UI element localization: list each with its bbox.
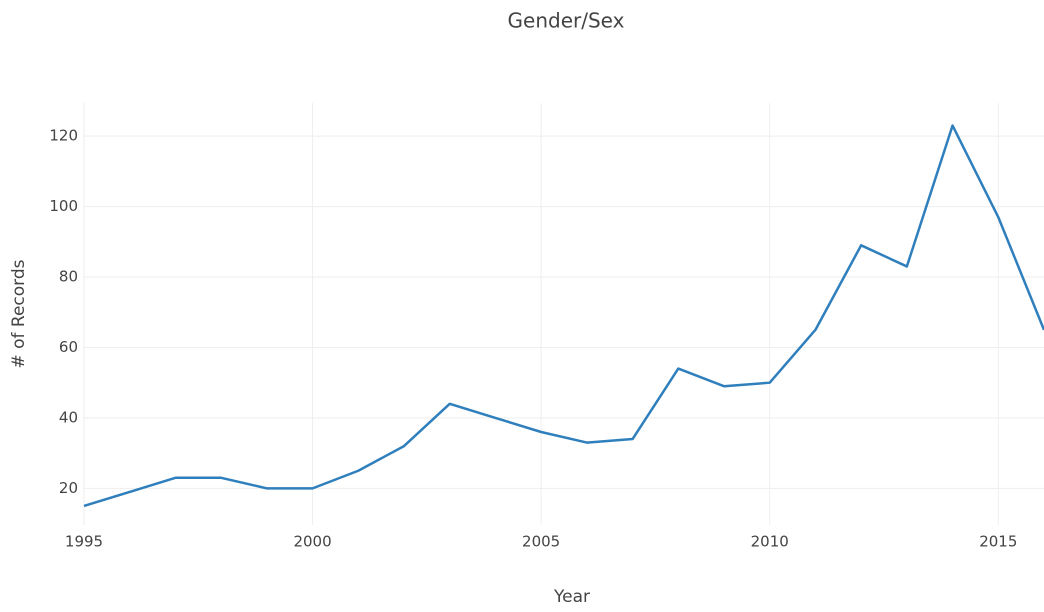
chart-title: Gender/Sex bbox=[508, 9, 625, 33]
y-tick-label: 120 bbox=[49, 127, 78, 145]
y-tick-label: 20 bbox=[59, 479, 78, 497]
y-tick-label: 40 bbox=[59, 408, 78, 426]
x-tick-label: 1995 bbox=[65, 533, 103, 551]
y-tick-label: 80 bbox=[59, 268, 78, 286]
y-axis-title: # of Records bbox=[9, 259, 29, 368]
x-tick-label: 2005 bbox=[522, 533, 560, 551]
y-tick-label: 60 bbox=[59, 338, 78, 356]
data-line bbox=[83, 124, 1044, 508]
x-tick-label: 2010 bbox=[751, 533, 789, 551]
x-axis-title: Year bbox=[553, 587, 590, 607]
x-tick-label: 2000 bbox=[293, 533, 331, 551]
y-tick-label: 100 bbox=[49, 197, 78, 215]
x-tick-label: 2015 bbox=[979, 533, 1017, 551]
